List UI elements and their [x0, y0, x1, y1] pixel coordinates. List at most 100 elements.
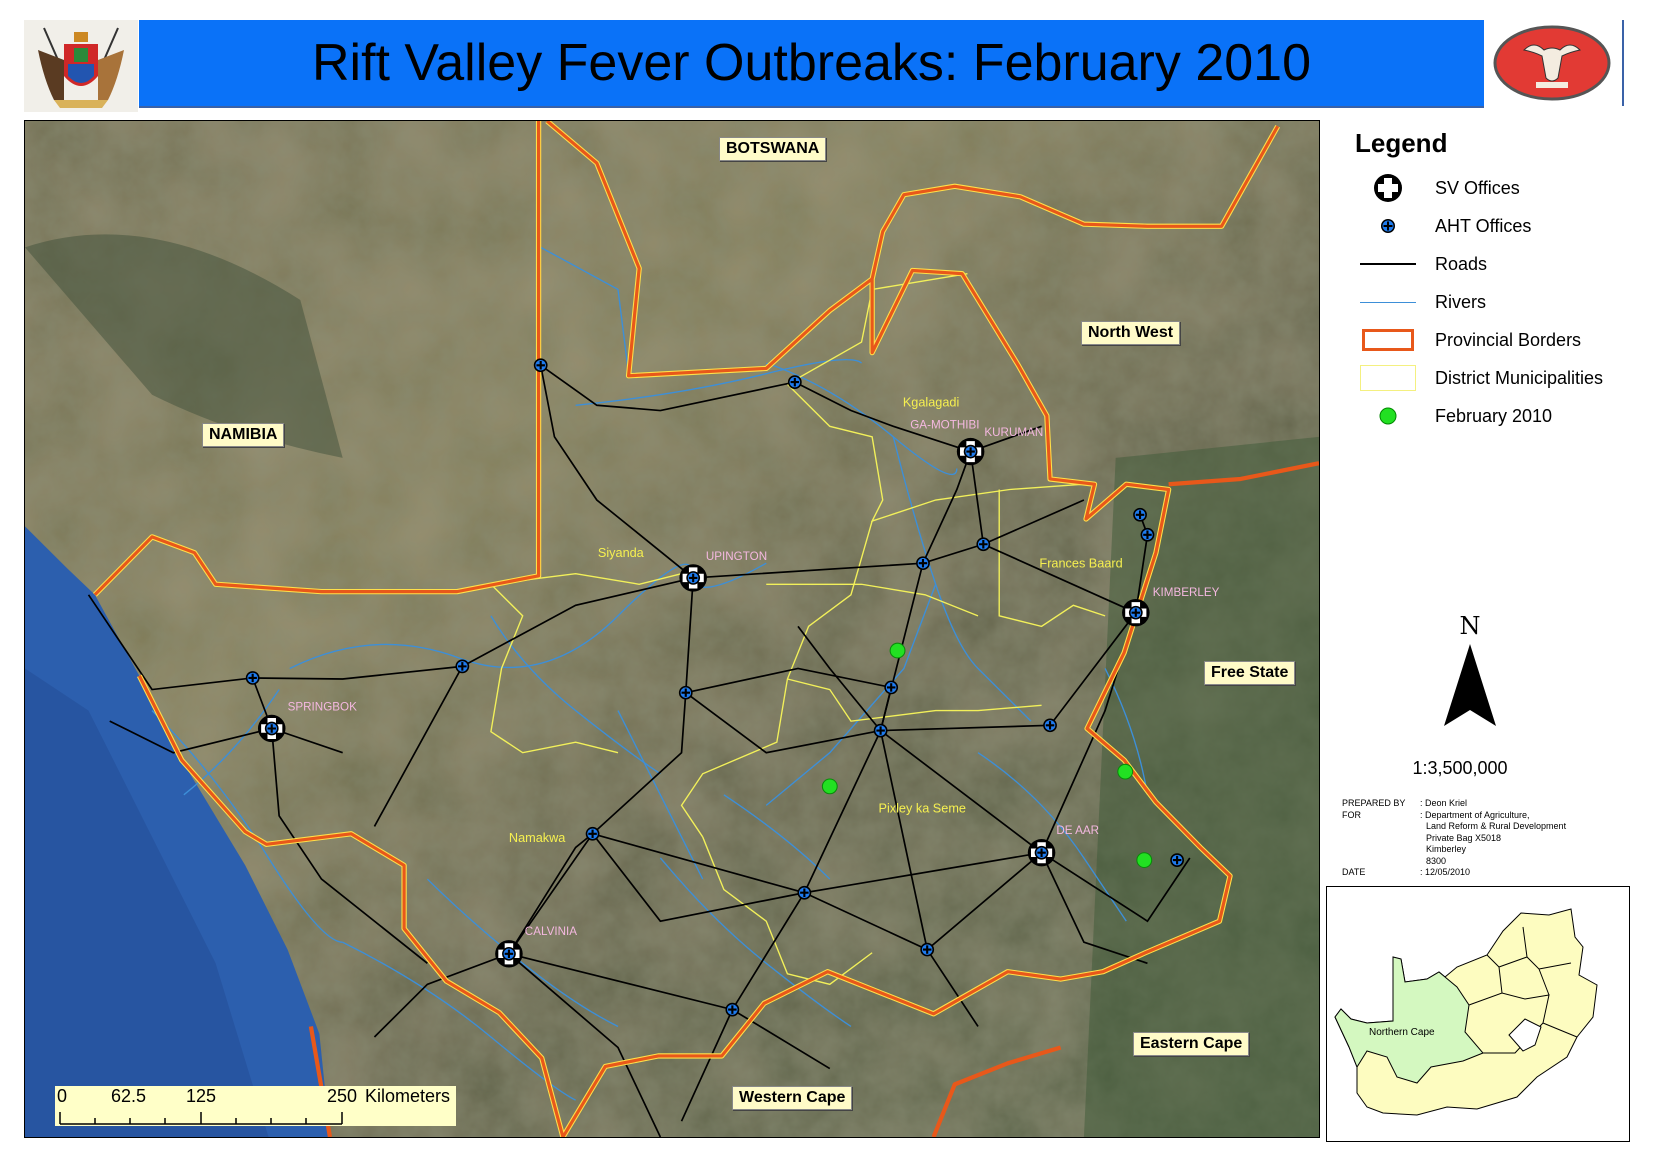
river — [765, 584, 937, 806]
road — [685, 667, 893, 731]
prepared-by-block: PREPARED BY: Deon Kriel FOR: Department … — [1342, 798, 1566, 879]
road — [508, 577, 695, 955]
legend-item-roads: Roads — [1355, 245, 1645, 283]
aht-office-marker[interactable] — [455, 659, 470, 674]
aht-office-marker[interactable] — [1133, 507, 1147, 522]
aht-office-marker[interactable] — [1043, 718, 1057, 733]
scale-ruler — [59, 1112, 343, 1125]
town-label: KIMBERLEY — [1153, 586, 1220, 599]
inset-label: Northern Cape — [1369, 1027, 1435, 1038]
prepared-value: : 12/05/2010 — [1420, 867, 1471, 877]
road — [373, 577, 694, 827]
sv-office-marker[interactable] — [257, 714, 286, 743]
legend-item-rivers: Rivers — [1355, 283, 1645, 321]
district-label: Pixley ka Seme — [878, 802, 965, 816]
prepared-key: FOR — [1342, 809, 1361, 820]
scale-tick-label: 0 — [57, 1086, 68, 1106]
legend-title: Legend — [1355, 128, 1448, 158]
scale-tick-label: 250 — [327, 1086, 358, 1106]
legend-item-aht-offices: AHT Offices — [1355, 207, 1645, 245]
road — [109, 720, 272, 754]
prepared-key: PREPARED BY — [1342, 798, 1406, 808]
river — [723, 794, 831, 880]
town-label: SPRINGBOK — [288, 701, 357, 714]
scale-unit: Kilometers — [365, 1086, 451, 1106]
road — [797, 625, 882, 732]
river — [659, 857, 852, 1028]
legend-item-provincial-borders: Provincial Borders — [1355, 321, 1645, 359]
road — [87, 594, 253, 691]
outbreak-dot-icon — [1355, 401, 1421, 431]
road — [270, 728, 428, 964]
district-boundary — [702, 836, 873, 986]
town-label: GA-MOTHIBI — [910, 418, 979, 431]
scale-tick-label: 125 — [186, 1086, 217, 1106]
map-scale: 1:3,500,000 — [1412, 758, 1508, 778]
legend-item-february-2010: February 2010 — [1355, 397, 1645, 435]
sv-office-marker[interactable] — [1027, 839, 1056, 867]
district-boundary — [490, 583, 619, 754]
sv-office-marker[interactable] — [495, 940, 523, 968]
aht-office-marker[interactable] — [920, 942, 935, 957]
river — [342, 941, 576, 1101]
prepared-key: DATE — [1342, 867, 1366, 877]
river — [183, 689, 280, 796]
aht-office-marker[interactable] — [1170, 853, 1184, 867]
river — [977, 752, 1127, 922]
aht-office-marker[interactable] — [873, 723, 888, 738]
aht-office-marker[interactable] — [678, 685, 693, 700]
region-label: Eastern Cape — [1133, 1032, 1250, 1056]
provincial-border — [1168, 461, 1320, 487]
sv-office-marker[interactable] — [1122, 598, 1150, 627]
region-label: North West — [1081, 321, 1181, 345]
road — [539, 365, 694, 579]
river — [426, 878, 619, 1028]
district-boundary — [766, 583, 979, 617]
legend-label: Rivers — [1435, 291, 1487, 312]
north-arrow: N — [1420, 612, 1520, 735]
legend: Legend SV Offices AHT Offices Roads Rive… — [1355, 128, 1645, 435]
district-boundary — [680, 520, 873, 838]
region-label: NAMIBIA — [202, 423, 285, 447]
provincial-border — [93, 119, 1280, 1138]
aht-office-marker[interactable] — [884, 680, 899, 695]
road — [373, 953, 510, 1038]
aht-office-marker[interactable] — [725, 1002, 740, 1017]
legend-item-district-municipalities: District Municipalities — [1355, 359, 1645, 397]
page-title: Rift Valley Fever Outbreaks: February 20… — [311, 34, 1312, 92]
prepared-value: : Department of Agriculture, — [1420, 809, 1530, 820]
outbreak-point-feb-2010[interactable] — [821, 778, 838, 795]
river — [892, 436, 1032, 722]
region-label: Free State — [1204, 661, 1296, 685]
north-arrow-icon — [1444, 644, 1496, 726]
aht-office-marker[interactable] — [976, 537, 991, 552]
sv-office-marker[interactable] — [679, 564, 707, 592]
road — [680, 730, 882, 1122]
outbreak-point-feb-2010[interactable] — [1117, 763, 1134, 780]
prepared-value: Private Bag X5018 — [1426, 832, 1502, 843]
aht-office-marker[interactable] — [533, 358, 548, 373]
river — [575, 358, 863, 406]
sv-office-marker[interactable] — [956, 437, 985, 466]
prepared-value: Land Reform & Rural Development — [1426, 821, 1567, 831]
river — [540, 246, 630, 374]
aht-office-icon — [1355, 211, 1421, 241]
legend-item-sv-offices: SV Offices — [1355, 169, 1645, 207]
title-bar: Rift Valley Fever Outbreaks: February 20… — [139, 20, 1484, 108]
inset-lesotho — [1508, 1018, 1542, 1052]
road — [508, 953, 662, 1138]
aht-office-marker[interactable] — [797, 885, 812, 900]
aht-office-marker[interactable] — [916, 556, 930, 571]
inset-northern-cape — [1334, 956, 1484, 1084]
town-label: UPINGTON — [706, 550, 767, 563]
outbreak-point-feb-2010[interactable] — [889, 642, 906, 659]
map-canvas[interactable]: KURUMAN GA-MOTHIBI UPINGTON KIMBERLEY SPRING… — [25, 118, 1320, 1139]
aht-office-marker[interactable] — [787, 375, 802, 389]
aht-office-marker[interactable] — [585, 826, 600, 841]
prepared-value: Kimberley — [1426, 844, 1467, 854]
aht-office-marker[interactable] — [1140, 527, 1155, 542]
region-label: BOTSWANA — [719, 137, 827, 161]
aht-office-marker[interactable] — [245, 671, 260, 685]
outbreak-point-feb-2010[interactable] — [1136, 852, 1153, 868]
map-frame[interactable]: KURUMAN GA-MOTHIBI UPINGTON KIMBERLEY SPRING… — [24, 118, 1320, 1139]
